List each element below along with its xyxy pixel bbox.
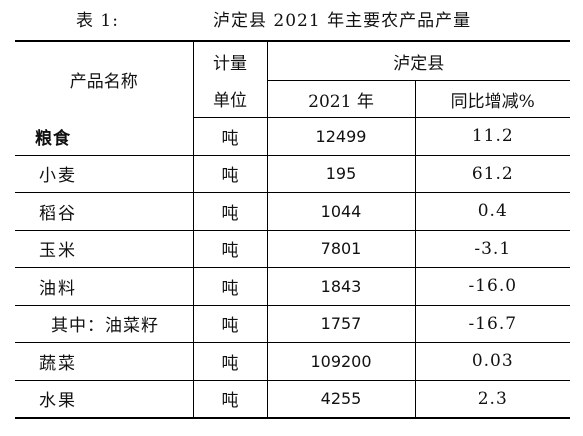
row-unit: 吨 — [193, 380, 268, 418]
row-item: 小麦 — [15, 155, 194, 193]
table-row: 蔬菜 吨 109200 0.03 — [15, 342, 570, 381]
row-unit: 吨 — [193, 230, 268, 268]
header-change: 同比增减% — [415, 80, 570, 118]
table-row: 水果 吨 4255 2.3 — [15, 380, 570, 418]
row-item: 粮食 — [15, 117, 194, 156]
production-table: 产品名称 计量 泸定县 单位 2021 年 同比增减% 粮食 吨 12499 1… — [15, 40, 570, 419]
row-unit: 吨 — [193, 192, 268, 231]
row-value: 4255 — [267, 380, 416, 418]
caption-title: 泸定县 2021 年主要农产品产量 — [213, 11, 472, 31]
row-item: 水果 — [15, 380, 194, 418]
table-body: 粮食 吨 12499 11.2 小麦 吨 195 61.2 稻谷 吨 1044 … — [15, 117, 570, 418]
row-change: 0.4 — [415, 192, 570, 231]
row-change: -3.1 — [415, 230, 570, 268]
header-region: 泸定县 — [267, 41, 570, 81]
row-change: -16.7 — [415, 305, 570, 343]
row-unit: 吨 — [193, 155, 268, 193]
row-change: -16.0 — [415, 267, 570, 306]
row-value: 1044 — [267, 192, 416, 231]
row-value: 7801 — [267, 230, 416, 268]
caption-label: 表 1: — [76, 11, 119, 31]
row-unit: 吨 — [193, 305, 268, 343]
row-change: 11.2 — [415, 117, 570, 156]
row-item: 油料 — [15, 267, 194, 306]
table-row: 玉米 吨 7801 -3.1 — [15, 230, 570, 268]
row-change: 61.2 — [415, 155, 570, 193]
row-value: 109200 — [267, 342, 416, 381]
table-row: 小麦 吨 195 61.2 — [15, 155, 570, 193]
row-unit: 吨 — [193, 342, 268, 381]
table-row: 粮食 吨 12499 11.2 — [15, 117, 570, 156]
row-value: 12499 — [267, 117, 416, 156]
row-item: 稻谷 — [15, 192, 194, 231]
row-value: 1757 — [267, 305, 416, 343]
header-year: 2021 年 — [267, 80, 416, 118]
header-unit-line1: 计量 — [193, 41, 268, 81]
row-value: 195 — [267, 155, 416, 193]
row-change: 0.03 — [415, 342, 570, 381]
table-caption: 表 1: 泸定县 2021 年主要农产品产量 — [0, 6, 583, 36]
row-unit: 吨 — [193, 267, 268, 306]
row-unit: 吨 — [193, 117, 268, 156]
table-row: 稻谷 吨 1044 0.4 — [15, 192, 570, 231]
table-header: 产品名称 计量 泸定县 单位 2021 年 同比增减% — [15, 41, 570, 118]
row-item: 玉米 — [15, 230, 194, 268]
row-value: 1843 — [267, 267, 416, 306]
table-row: 油料 吨 1843 -16.0 — [15, 267, 570, 306]
row-item: 蔬菜 — [15, 342, 194, 381]
table-row: 其中：油菜籽 吨 1757 -16.7 — [15, 305, 570, 343]
header-unit-line2: 单位 — [193, 80, 268, 118]
row-item: 其中：油菜籽 — [15, 305, 194, 343]
row-change: 2.3 — [477, 388, 508, 409]
header-product-name: 产品名称 — [15, 41, 194, 118]
